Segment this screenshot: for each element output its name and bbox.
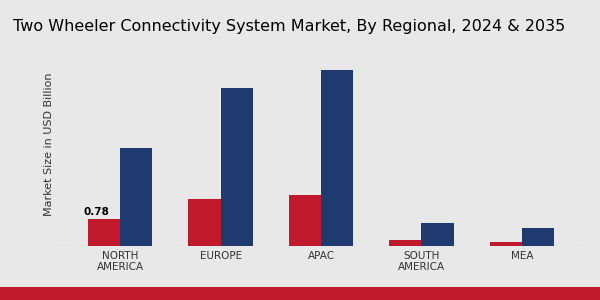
Y-axis label: Market Size in USD Billion: Market Size in USD Billion: [44, 72, 55, 216]
Bar: [522, 228, 554, 246]
Bar: [321, 70, 353, 246]
Bar: [221, 88, 253, 246]
Bar: [289, 195, 321, 246]
Bar: [490, 242, 522, 246]
Text: Two Wheeler Connectivity System Market, By Regional, 2024 & 2035: Two Wheeler Connectivity System Market, …: [13, 19, 565, 34]
Bar: [188, 199, 221, 246]
Text: 0.78: 0.78: [83, 207, 109, 217]
Bar: [421, 223, 454, 246]
Bar: [389, 240, 421, 246]
Bar: [88, 219, 120, 246]
Bar: [120, 148, 152, 246]
